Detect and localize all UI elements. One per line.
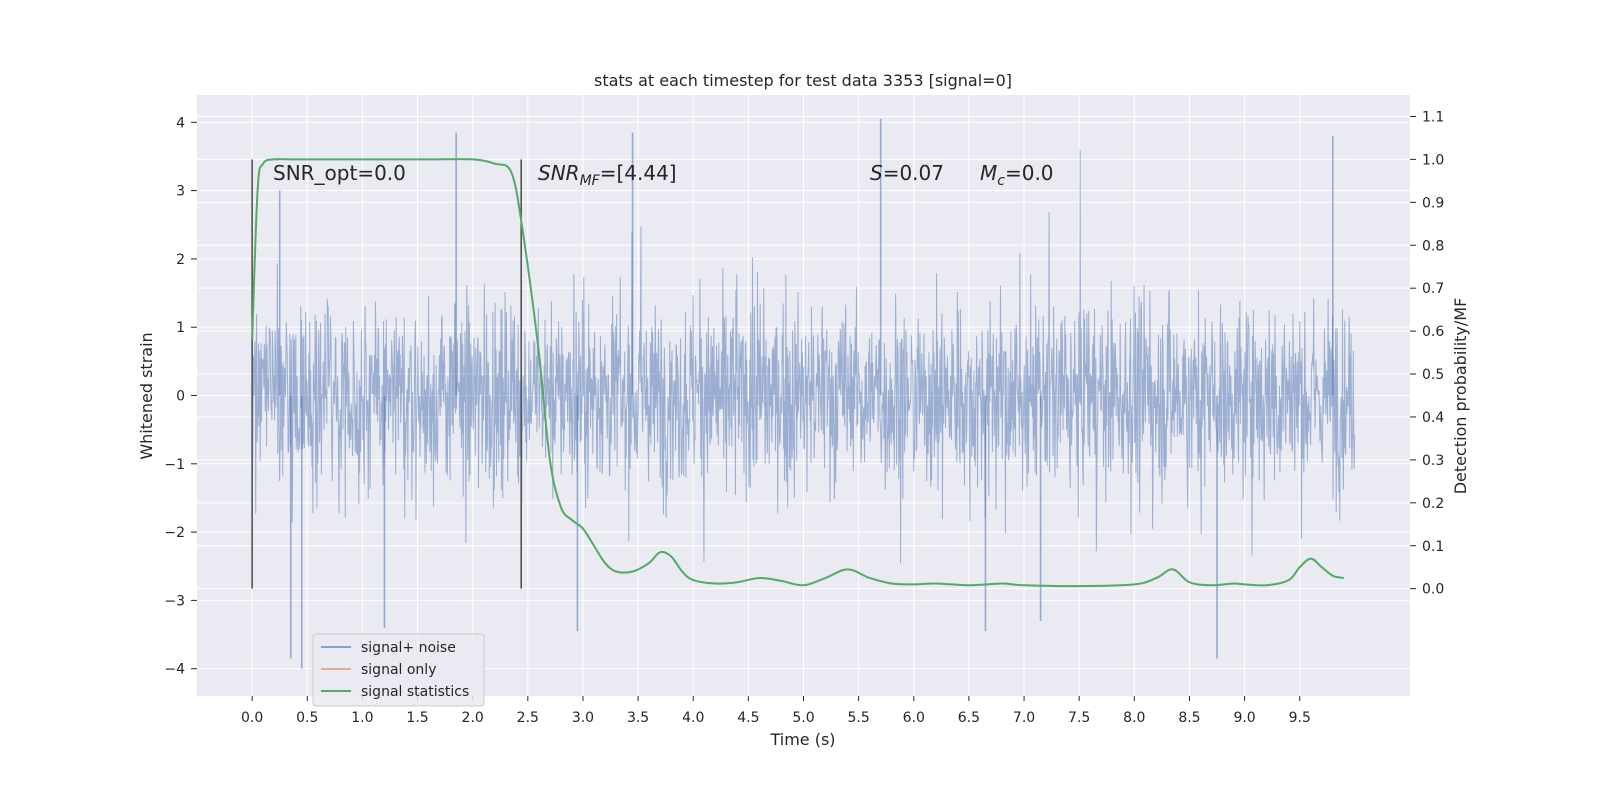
annotation-mc: Mc=0.0 [980,161,1054,189]
x-tick-label: 1.5 [406,710,428,726]
x-tick-label: 1.0 [351,710,373,726]
annotation-s: S=0.07 [870,161,944,185]
vlines [251,159,523,589]
y-tick-label: 3 [176,184,185,200]
x-tick-label: 2.0 [462,710,484,726]
legend-box [312,633,485,707]
x-tick-label: 8.0 [1123,710,1145,726]
annotation-snr-opt: SNR_opt=0.0 [273,161,406,185]
x-tick-label: 7.0 [1013,710,1035,726]
legend: signal+ noise signal only signal statist… [312,633,485,707]
x-tick-label: 9.5 [1289,710,1311,726]
chart-title: stats at each timestep for test data 335… [594,71,1012,90]
x-tick-label: 9.0 [1233,710,1255,726]
x-tick-label: 6.5 [958,710,980,726]
y-axis-ticks: 4 3 2 1 0 −1 −2 −3 −4 [164,115,197,678]
x-tick-label: 0.0 [241,710,263,726]
x-tick-label: 5.0 [792,710,814,726]
annotation-s-main: S [870,161,883,185]
y-tick-label: 2 [176,252,185,268]
x-tick-label: 6.0 [903,710,925,726]
noise-trace [251,149,1356,564]
series-signal-noise [251,118,1356,669]
y-tick-label: −2 [164,525,185,541]
annotation-mc-sub: c [997,173,1005,189]
annotation-mc-main: M [980,161,997,185]
legend-label-signal-only: signal only [361,662,436,678]
annotation-s-value: =0.07 [883,161,944,185]
x-tick-label: 2.5 [517,710,539,726]
y-tick-label: 4 [176,115,185,131]
x-axis-ticks: 0.0 0.5 1.0 1.5 2.0 2.5 3.0 3.5 4.0 4.5 5.0 5.5 6.0 6… [241,696,1311,726]
legend-label-signal-noise: signal+ noise [361,640,456,656]
grid-y [197,121,1410,670]
y-right-tick-label: 0.4 [1422,410,1444,426]
y-right-tick-label: 0.9 [1422,195,1444,211]
y-tick-label: −1 [164,457,185,473]
series-signal-statistics [251,158,1345,588]
y-tick-label: −3 [164,593,185,609]
x-tick-label: 4.5 [737,710,759,726]
y-right-tick-label: 1.1 [1422,109,1444,125]
y-axis-label: Whitened strain [137,332,156,459]
y-right-tick-label: 0.8 [1422,238,1444,254]
y-right-tick-label: 0.1 [1422,539,1444,555]
x-tick-label: 8.5 [1178,710,1200,726]
y-tick-label: 1 [176,320,185,336]
legend-label-signal-statistics: signal statistics [361,684,469,700]
annotation-snr-mf-sub: MF [580,173,601,189]
annotation-mc-value: =0.0 [1005,161,1054,185]
y-tick-label: 0 [176,389,185,405]
y-right-tick-label: 0.3 [1422,453,1444,469]
y-right-tick-label: 0.5 [1422,367,1444,383]
x-tick-label: 3.0 [572,710,594,726]
y-axis-right-label: Detection probability/MF [1451,298,1470,495]
x-tick-label: 5.5 [848,710,870,726]
annotation-snr-mf: SNRMF=[4.44] [538,161,677,189]
x-tick-label: 7.5 [1068,710,1090,726]
x-tick-label: 0.5 [296,710,318,726]
y-right-tick-label: 1.0 [1422,152,1444,168]
y-right-tick-label: 0.6 [1422,324,1444,340]
x-axis-label: Time (s) [769,730,835,749]
x-tick-label: 3.5 [627,710,649,726]
annotation-snr-mf-value: =[4.44] [600,161,677,185]
y-tick-label: −4 [164,662,185,678]
y-axis-right-ticks: 1.1 1.0 0.9 0.8 0.7 0.6 0.5 0.4 0.3 0.2 0.1 0.0 [1410,109,1444,598]
y-right-tick-label: 0.7 [1422,281,1444,297]
x-tick-label: 4.0 [682,710,704,726]
y-right-tick-label: 0.2 [1422,496,1444,512]
annotation-snr-mf-main: SNR [538,161,580,185]
y-right-tick-label: 0.0 [1422,582,1444,598]
